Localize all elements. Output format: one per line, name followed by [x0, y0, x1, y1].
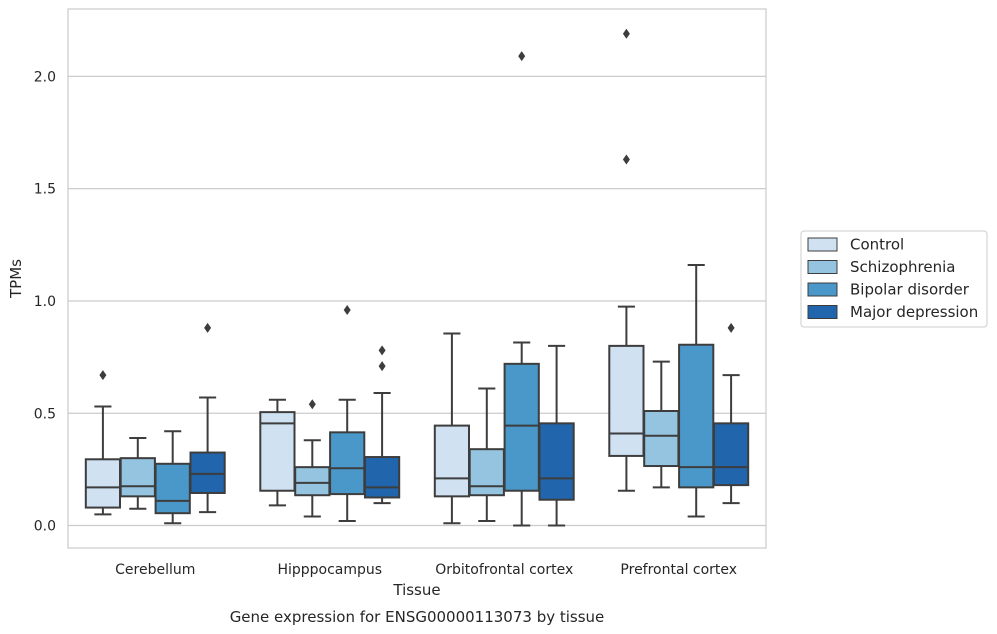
legend-label: Schizophrenia [850, 258, 955, 276]
y-tick-labels: 0.0 0.5 1.0 1.5 2.0 [34, 69, 56, 534]
outlier-marker [378, 345, 386, 356]
box-group [503, 51, 540, 527]
box-iqr [294, 466, 331, 497]
box-iqr [259, 411, 296, 492]
box-group [468, 387, 505, 523]
y-tick-label: 2.0 [34, 69, 56, 85]
box-iqr [468, 448, 505, 497]
outlier-marker [204, 322, 212, 333]
box-group [84, 370, 122, 516]
y-tick-label: 0.5 [34, 406, 56, 422]
box-group [643, 360, 680, 489]
legend-label: Control [850, 236, 904, 254]
box-iqr [154, 462, 191, 515]
legend-swatch [807, 305, 838, 319]
y-tick-label: 1.5 [34, 182, 56, 198]
box-group [119, 436, 156, 510]
outlier-marker [308, 399, 316, 410]
box-iqr [678, 343, 715, 489]
legend-label: Major depression [850, 303, 978, 321]
outlier-marker [518, 51, 526, 62]
chart-caption: Gene expression for ENSG00000113073 by t… [230, 608, 605, 626]
outlier-marker [378, 361, 386, 372]
legend: Control Schizophrenia Bipolar disorder Majo… [800, 230, 988, 328]
legend-swatch [807, 282, 838, 297]
box-group [259, 398, 296, 507]
outlier-marker [727, 322, 735, 333]
box-iqr [538, 422, 575, 501]
box-iqr [608, 344, 645, 457]
y-tick-label: 1.0 [34, 294, 56, 310]
box-group [363, 345, 401, 505]
box-iqr [433, 424, 471, 498]
box-group [433, 332, 471, 525]
outlier-marker [622, 154, 630, 165]
legend-frame [800, 230, 988, 328]
box-group [294, 399, 331, 518]
box-group [538, 344, 575, 527]
legend-label: Bipolar disorder [850, 281, 970, 299]
x-tick-label: Hipppocampus [277, 562, 382, 578]
box-group [329, 304, 366, 523]
outlier-marker [343, 304, 351, 315]
box-group [712, 322, 750, 505]
box-group [608, 28, 645, 492]
outlier-marker [622, 28, 630, 39]
box-iqr [712, 422, 750, 487]
box-group [678, 264, 715, 518]
legend-swatch [807, 237, 838, 252]
x-tick-label: Orbitofrontal cortex [435, 562, 573, 578]
box-iqr [84, 458, 122, 509]
box-group [189, 322, 226, 514]
x-tick-label: Cerebellum [115, 562, 195, 578]
y-axis-label: TPMs [7, 259, 25, 299]
x-tick-labels: Cerebellum Hipppocampus Orbitofrontal cort… [115, 562, 737, 578]
outlier-marker [99, 370, 107, 381]
box-iqr [189, 451, 226, 494]
x-axis-label: Tissue [392, 581, 440, 599]
plot-frame [67, 8, 767, 549]
box-iqr [329, 431, 366, 496]
box-group [154, 430, 191, 525]
box-iqr [503, 362, 540, 492]
box-iqr [119, 457, 156, 498]
y-tick-label: 0.0 [34, 519, 56, 535]
box-iqr [363, 456, 401, 499]
box-plot-groups [84, 28, 750, 527]
legend-swatch [807, 260, 838, 274]
box-iqr [643, 410, 680, 468]
x-tick-label: Prefrontal cortex [620, 562, 737, 578]
